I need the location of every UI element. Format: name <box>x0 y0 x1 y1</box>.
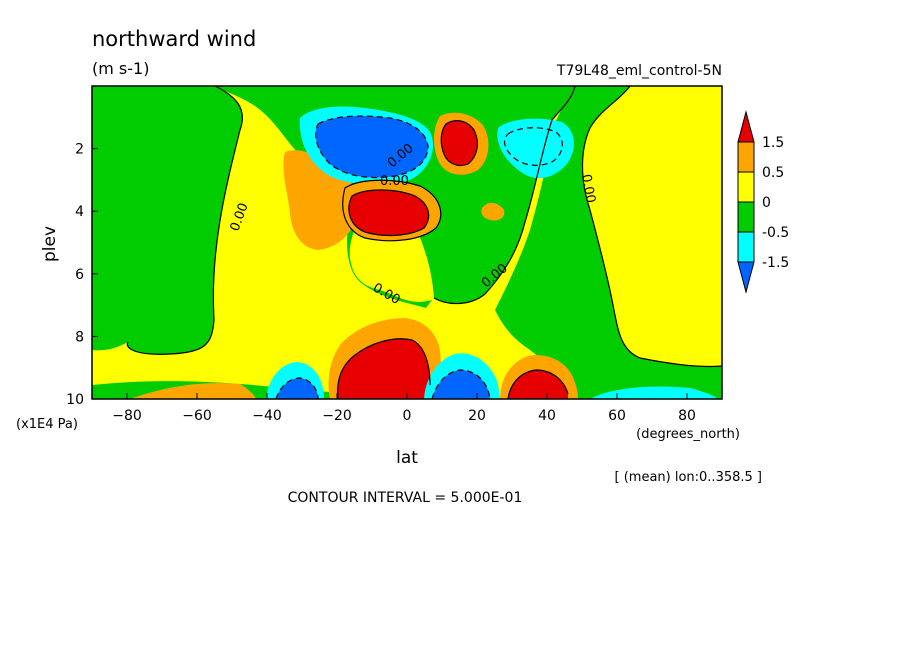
green-region-south-pole <box>92 86 243 355</box>
red-region-lower-central <box>337 338 430 399</box>
x-tick-label: −80 <box>112 408 142 424</box>
orange-region-lower-south <box>130 382 256 399</box>
x-tick-label: 0 <box>403 408 412 424</box>
colorbar-label: -1.5 <box>762 255 789 271</box>
axes: −80 −60 −40 −20 0 20 40 60 80 2 4 6 8 10 <box>66 142 696 424</box>
y-tick-label: 8 <box>75 329 84 345</box>
colorbar-swatch <box>737 171 755 203</box>
y-axis-units: (x1E4 Pa) <box>16 417 78 432</box>
blue-region-upper-core <box>315 116 428 178</box>
x-tick-label: 80 <box>678 408 696 424</box>
y-axis-label: plev <box>40 226 60 262</box>
colorbar: 1.5 0.5 0 -0.5 -1.5 <box>737 110 789 294</box>
cyan-region-north-upper <box>497 118 574 179</box>
dataset-label: T79L48_eml_control-5N <box>556 63 722 79</box>
averaging-note: [ (mean) lon:0..358.5 ] <box>615 470 763 485</box>
contour-lines <box>126 86 722 399</box>
blue-region-lower-central <box>432 370 490 399</box>
contour-label: 0.00 <box>380 174 409 189</box>
y-tick-label: 10 <box>66 392 84 408</box>
colorbar-bottom-arrow <box>737 261 755 294</box>
negative-contour-lines <box>275 115 563 399</box>
orange-region-small <box>481 202 505 221</box>
contour-interval-note: CONTOUR INTERVAL = 5.000E-01 <box>288 490 523 506</box>
y-tick-label: 4 <box>75 204 84 220</box>
x-axis-units: (degrees_north) <box>636 427 740 442</box>
y-tick-label: 2 <box>75 142 84 158</box>
colorbar-swatch <box>737 201 755 233</box>
y-tick-label: 6 <box>75 267 84 283</box>
x-tick-label: 60 <box>608 408 626 424</box>
cyan-region-lower-north <box>590 386 718 399</box>
blue-region-lower-south <box>276 378 318 399</box>
red-region-mid <box>348 190 429 236</box>
contour-plot-area <box>92 86 722 399</box>
x-tick-label: −40 <box>252 408 282 424</box>
contour-label: 0.00 <box>578 173 598 204</box>
colorbar-swatch <box>737 231 755 263</box>
x-tick-label: −20 <box>322 408 352 424</box>
x-tick-label: −60 <box>182 408 212 424</box>
chart-title: northward wind <box>92 27 256 51</box>
colorbar-top-arrow <box>737 110 755 143</box>
colorbar-label: 0.5 <box>762 165 784 181</box>
colorbar-label: 0 <box>762 195 771 211</box>
red-region-upper-north <box>441 120 478 166</box>
x-tick-label: 20 <box>468 408 486 424</box>
colorbar-label: 1.5 <box>762 135 784 151</box>
red-region-lower-north <box>508 370 568 399</box>
x-axis-label: lat <box>396 448 418 468</box>
colorbar-label: -0.5 <box>762 225 789 241</box>
x-tick-label: 40 <box>538 408 556 424</box>
chart-units: (m s-1) <box>92 59 149 78</box>
colorbar-swatch <box>737 141 755 173</box>
